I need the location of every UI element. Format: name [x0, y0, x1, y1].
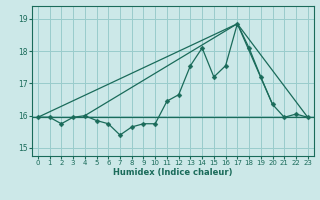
X-axis label: Humidex (Indice chaleur): Humidex (Indice chaleur) — [113, 168, 233, 177]
